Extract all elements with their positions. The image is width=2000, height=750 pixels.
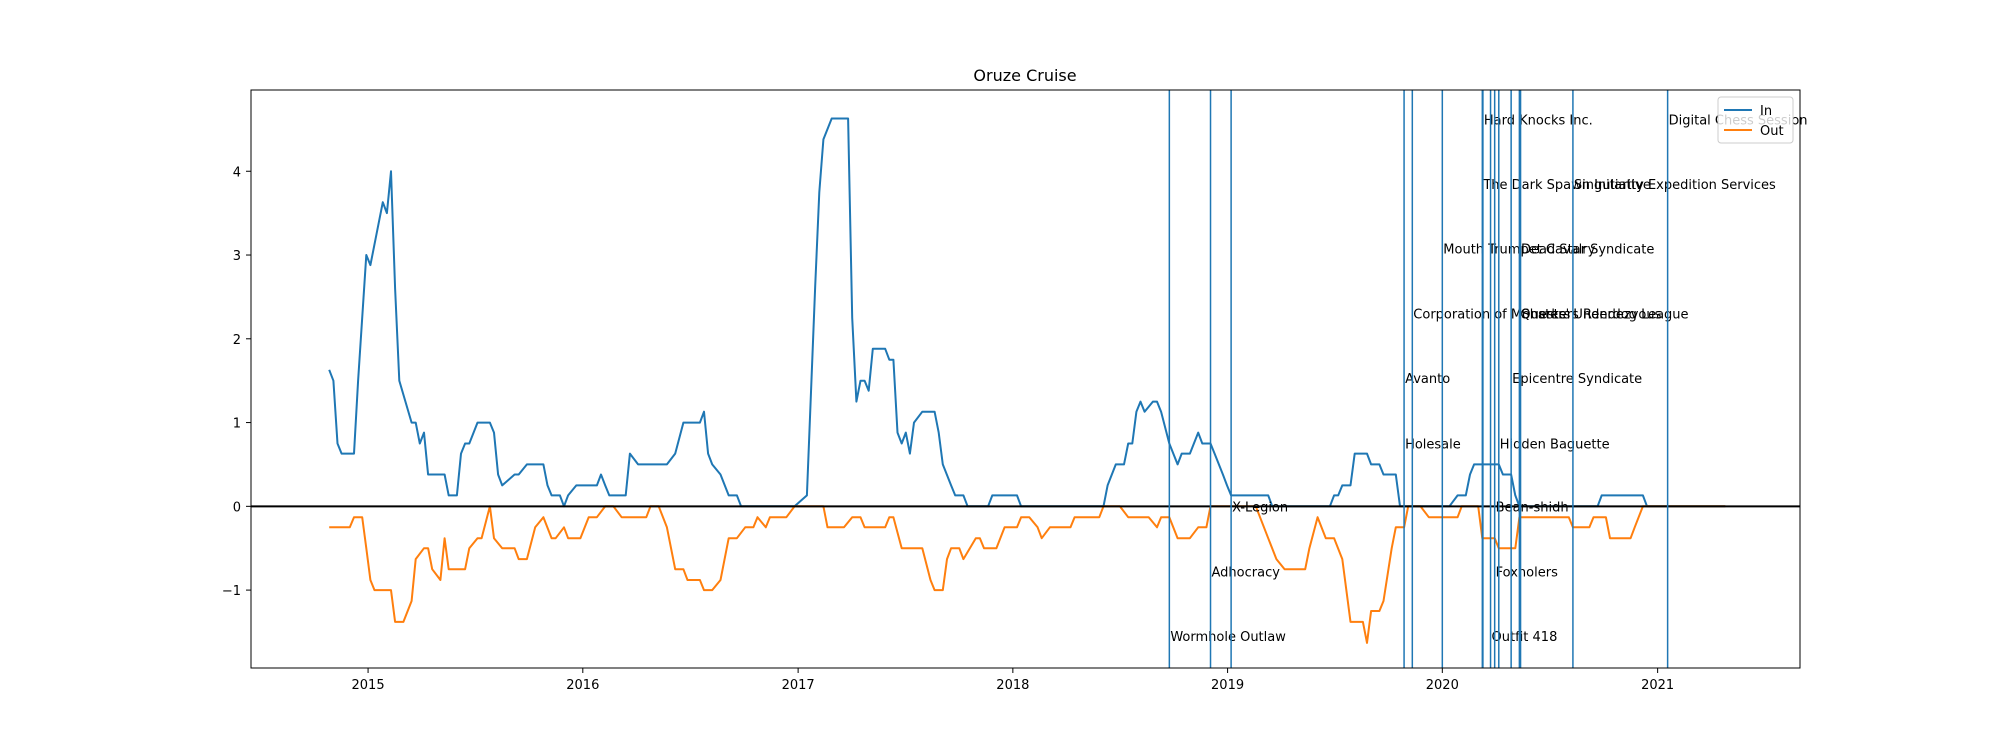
event-label: Questers Rendezvous — [1520, 308, 1661, 323]
y-tick-label: 0 — [233, 500, 241, 515]
event-label: Corporation of Monsters — [1413, 308, 1570, 323]
y-tick-label: −1 — [222, 584, 241, 599]
event-label: Avanto — [1405, 372, 1450, 387]
legend-box — [1717, 96, 1794, 144]
event-label: Sharks' Underdog League — [1522, 308, 1689, 323]
event-label: X-Legion — [1232, 500, 1288, 515]
event-label: Foxholers — [1496, 566, 1558, 581]
event-label: Hard Knocks Inc. — [1484, 113, 1593, 128]
x-tick-label: 2018 — [996, 678, 1029, 693]
event-label: Outfit 418 — [1492, 630, 1558, 645]
axes-frame — [250, 89, 1801, 669]
legend-label: Out — [1760, 124, 1784, 139]
x-tick-label: 2016 — [566, 678, 599, 693]
x-tick-label: 2017 — [782, 678, 815, 693]
y-tick-label: 3 — [233, 249, 241, 264]
event-label: Wormhole Outlaw — [1170, 630, 1286, 645]
y-tick-label: 1 — [233, 417, 241, 432]
event-label: Dead Star Syndicate — [1521, 242, 1654, 257]
x-tick-label: 2015 — [352, 678, 385, 693]
chart-title: Oruze Cruise — [973, 66, 1076, 85]
x-tick-label: 2021 — [1641, 678, 1674, 693]
event-label: Holesale — [1405, 438, 1461, 453]
series-line-in — [328, 117, 1726, 508]
event-label: Bean-shidh — [1496, 500, 1569, 515]
legend: In Out — [1717, 96, 1794, 144]
y-tick-label: 2 — [233, 333, 241, 348]
plot-area: Wormhole Outlaw Adhocracy X-Legion Holesale… — [251, 90, 1808, 668]
legend-label: In — [1760, 104, 1772, 119]
x-tick-label: 2019 — [1211, 678, 1244, 693]
event-label: Singularity Expedition Services — [1574, 178, 1776, 193]
event-label: The Dark Spawn Initiative — [1482, 178, 1651, 193]
event-label: Hidden Baguette — [1500, 438, 1610, 453]
y-tick-label: 4 — [233, 165, 241, 180]
x-tick-label: 2020 — [1426, 678, 1459, 693]
series-line-out — [329, 505, 1726, 644]
event-label: Adhocracy — [1212, 566, 1281, 581]
event-label: Epicentre Syndicate — [1512, 372, 1642, 387]
